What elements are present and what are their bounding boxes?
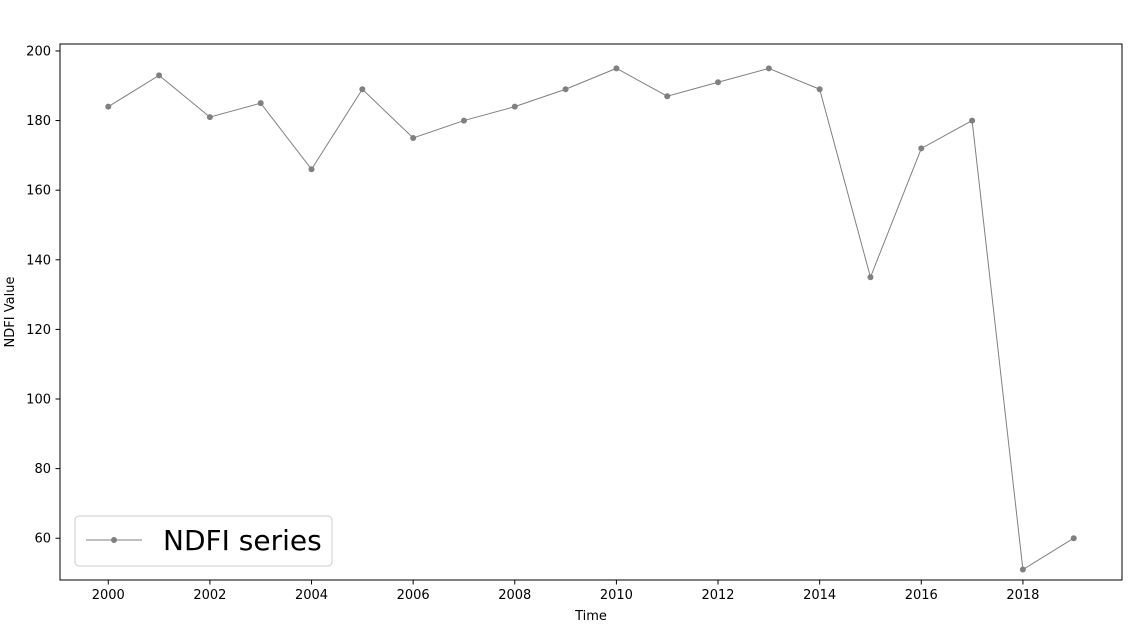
data-point [1070, 535, 1077, 542]
x-tick-label: 2008 [498, 588, 531, 603]
x-tick-label: 2012 [701, 588, 734, 603]
legend-series-label: NDFI series [163, 524, 322, 557]
data-point [562, 86, 569, 93]
data-point [460, 117, 467, 124]
x-tick-label: 2016 [905, 588, 938, 603]
x-tick-label: 2002 [193, 588, 226, 603]
x-tick-label: 2006 [397, 588, 430, 603]
data-point [816, 86, 823, 93]
data-point [867, 274, 874, 281]
y-axis-label: NDFI Value [3, 277, 18, 348]
x-tick-label: 2000 [92, 588, 125, 603]
series-line [108, 67, 1074, 571]
data-point [105, 103, 112, 110]
data-point [511, 103, 518, 110]
x-tick-label: 2004 [295, 588, 328, 603]
y-tick-label: 120 [26, 323, 51, 338]
x-tick-label: 2014 [803, 588, 836, 603]
data-point [410, 134, 417, 141]
data-point [918, 145, 925, 152]
data-point [308, 166, 315, 173]
data-point [765, 65, 772, 72]
data-point [1019, 566, 1026, 573]
y-tick-label: 60 [34, 532, 51, 547]
legend-box [74, 515, 333, 567]
x-tick-label: 2010 [600, 588, 633, 603]
y-tick-label: 160 [26, 184, 51, 199]
y-tick-label: 140 [26, 253, 51, 268]
series-layer [105, 65, 1077, 573]
y-tick-label: 180 [26, 114, 51, 129]
y-tick-label: 200 [26, 44, 51, 59]
x-axis-label: Time [574, 609, 607, 624]
data-point [715, 79, 722, 86]
x-axis-ticks: 2000 2002 2004 2006 2008 2010 2012 2014 2016 2018 [92, 580, 1039, 603]
y-tick-label: 100 [26, 393, 51, 408]
y-tick-label: 80 [34, 462, 51, 477]
data-point [257, 100, 264, 107]
data-point [359, 86, 366, 93]
data-point [156, 72, 163, 79]
data-point [969, 117, 976, 124]
legend: NDFI series [74, 515, 333, 567]
data-point [664, 93, 671, 100]
legend-marker-sample [111, 537, 117, 543]
x-tick-label: 2018 [1006, 588, 1039, 603]
y-axis-ticks: 60 80 100 120 140 160 180 200 [26, 44, 60, 547]
data-point [206, 114, 213, 121]
plot-area-frame [59, 43, 1123, 581]
data-point [613, 65, 620, 72]
